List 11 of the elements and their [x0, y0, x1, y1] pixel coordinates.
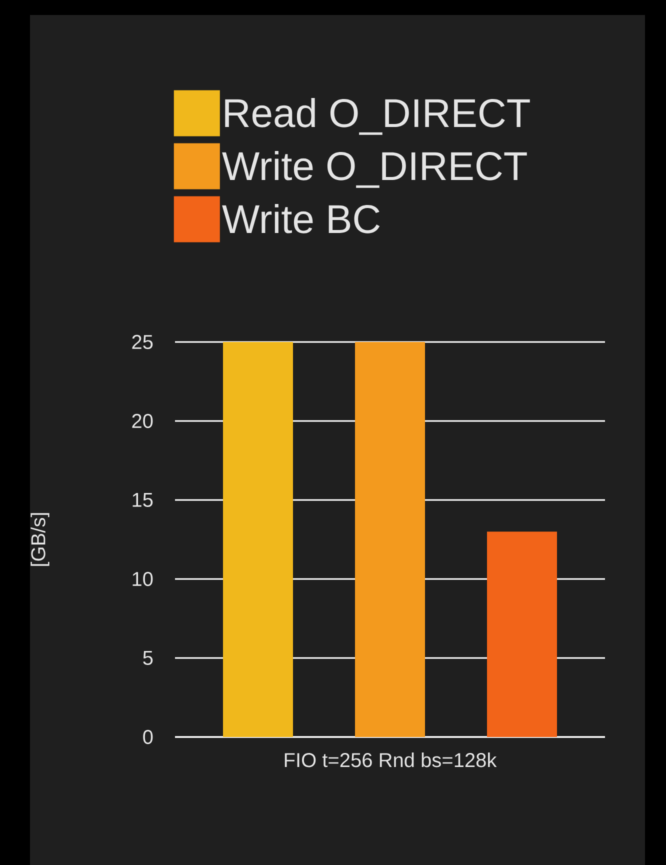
y-tick-label: 10	[132, 572, 153, 586]
y-tick-label: 5	[143, 651, 153, 665]
y-tick-label: 25	[132, 334, 153, 350]
legend-label: Read O_DIRECT	[225, 98, 530, 135]
legend-label: Write BC	[222, 204, 380, 234]
y-axis-title: [GB/s]	[30, 513, 50, 566]
x-tick-label: FIO t=256 Rnd bs=128k	[284, 752, 497, 768]
legend-label: Write O_DIRECT	[222, 150, 527, 188]
y-tick-label: 20	[132, 414, 153, 428]
y-tick-label: 15	[132, 493, 153, 507]
y-tick-label: 0	[143, 730, 153, 744]
